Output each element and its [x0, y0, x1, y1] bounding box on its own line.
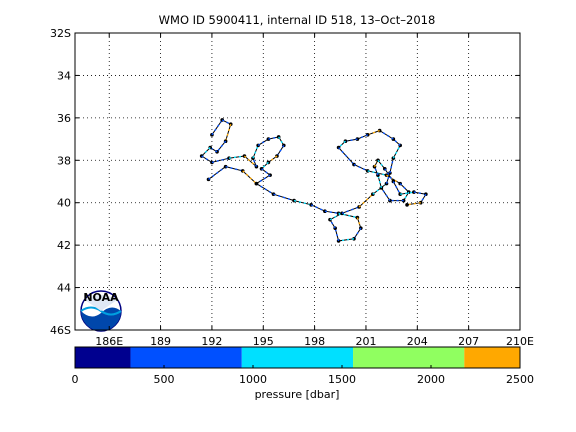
x-tick-label: 204 — [407, 335, 428, 348]
track-east-segment — [406, 202, 421, 206]
track-west-segment — [216, 140, 227, 153]
profile-point — [254, 181, 259, 186]
track-east-segment — [377, 174, 383, 189]
track-east-segment — [256, 183, 274, 195]
x-tick-label: 186E — [95, 335, 123, 348]
y-tick-label: 46S — [50, 324, 71, 337]
y-tick-label: 44 — [57, 282, 71, 295]
colorbar-tick-label: 500 — [154, 373, 175, 386]
x-tick-label: 198 — [304, 335, 325, 348]
map-frame — [74, 32, 521, 331]
colorbar-tick-label: 2000 — [417, 373, 445, 386]
colorbar-tick-label: 0 — [72, 373, 79, 386]
track-east-segment — [373, 166, 379, 176]
colorbar-bin — [464, 347, 520, 368]
pressure-colorbar — [74, 346, 521, 369]
track-east-segment — [385, 172, 391, 184]
track-west-segment — [278, 136, 285, 146]
x-tick-label: 210E — [506, 335, 534, 348]
track-east-segment — [334, 227, 340, 242]
track-east-segment — [420, 193, 427, 204]
colorbar-bin — [130, 347, 242, 368]
x-tick-label: 207 — [458, 335, 479, 348]
colorbar-bin — [75, 347, 131, 368]
track-east-segment — [367, 170, 387, 176]
track-east-segment — [403, 191, 410, 201]
track-west-segment — [268, 136, 279, 140]
track-west-segment — [201, 155, 213, 164]
track-east-segment — [338, 212, 358, 219]
x-tick-label: 189 — [150, 335, 171, 348]
colorbar-bin — [353, 347, 465, 368]
colorbar-tick-label: 1500 — [328, 373, 356, 386]
track-east-segment — [399, 183, 410, 193]
colorbar-frame — [74, 346, 521, 369]
track-east-segment — [242, 170, 257, 185]
track-west-segment — [276, 145, 285, 157]
colorbar-ticks: 0 500 1000 1500 2000 2500 — [72, 365, 534, 386]
x-axis: 186E 189 192 195 198 201 204 207 210E — [95, 33, 534, 348]
float-trajectory — [199, 118, 428, 243]
track-west-segment — [257, 138, 269, 147]
y-tick-label: 40 — [57, 197, 71, 210]
svg-text:NOAA: NOAA — [83, 291, 119, 304]
track-west-segment — [201, 147, 211, 157]
y-tick-label: 34 — [57, 69, 71, 82]
track-west-segment — [261, 161, 269, 170]
track-east-segment — [324, 210, 339, 215]
track-east-segment — [400, 191, 414, 195]
track-east-segment — [392, 138, 401, 146]
track-east-segment — [353, 227, 362, 240]
track-east-segment — [338, 140, 346, 149]
track-east-segment — [357, 134, 368, 140]
map-grid — [75, 32, 521, 331]
track-east-segment — [413, 191, 426, 195]
track-west-segment — [252, 145, 259, 159]
colorbar-label: pressure [dbar] — [255, 388, 340, 401]
y-axis: 32S 34 36 38 40 42 44 46S — [50, 27, 520, 337]
track-west-segment — [221, 119, 232, 125]
colorbar-tick-label: 2500 — [506, 373, 534, 386]
track-west-segment — [267, 155, 278, 163]
chart-title: WMO ID 5900411, internal ID 518, 13–Oct–… — [159, 13, 436, 27]
track-east-segment — [367, 129, 380, 136]
track-east-segment — [341, 206, 360, 214]
x-tick-label: 195 — [253, 335, 274, 348]
noaa-logo: NOAA — [80, 290, 122, 332]
track-east-segment — [356, 217, 362, 229]
y-tick-label: 38 — [57, 154, 71, 167]
profile-point — [405, 203, 409, 207]
y-tick-label: 32S — [50, 27, 71, 40]
track-east-segment — [358, 193, 374, 208]
track-east-segment — [338, 147, 355, 165]
track-east-segment — [329, 212, 343, 221]
colorbar-bin — [241, 347, 354, 368]
track-east — [208, 130, 427, 242]
track-east-segment — [273, 193, 295, 202]
x-tick-label: 201 — [355, 335, 376, 348]
track-east-segment — [208, 166, 227, 180]
track-east-segment — [345, 138, 358, 142]
profile-point — [401, 198, 406, 203]
track-west-segment — [261, 168, 271, 176]
x-tick-label: 192 — [201, 335, 222, 348]
track-west-segment — [211, 119, 223, 136]
track-east-segment — [377, 159, 386, 170]
profile-point — [355, 137, 360, 141]
colorbar-tick-label: 1000 — [239, 373, 267, 386]
y-tick-label: 42 — [57, 239, 71, 252]
track-east-segment — [329, 219, 336, 229]
y-tick-label: 36 — [57, 112, 71, 125]
track-west-segment — [252, 157, 258, 167]
